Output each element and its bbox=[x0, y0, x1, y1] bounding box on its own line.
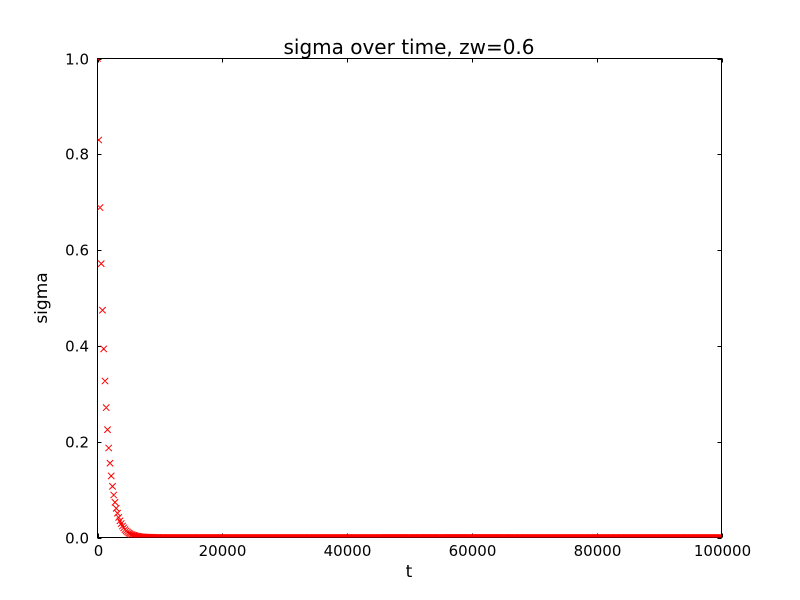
y-tick-label: 0.2 bbox=[65, 434, 89, 452]
x-tick-label: 40000 bbox=[324, 542, 372, 560]
x-tick-label: 0 bbox=[94, 542, 104, 560]
x-tick-label: 60000 bbox=[449, 542, 497, 560]
y-tick-label: 0.6 bbox=[65, 242, 89, 260]
x-axis-label: t bbox=[405, 562, 413, 582]
chart-title: sigma over time, zw=0.6 bbox=[283, 35, 535, 59]
y-tick-label: 1.0 bbox=[65, 51, 89, 69]
y-tick-label: 0.4 bbox=[65, 338, 89, 356]
data-series-sigma bbox=[97, 58, 722, 538]
plot-frame bbox=[97, 58, 722, 538]
y-tick-label: 0.0 bbox=[65, 530, 89, 548]
x-tick-label: 100000 bbox=[694, 542, 751, 560]
y-tick-label: 0.8 bbox=[65, 146, 89, 164]
x-tick-label: 20000 bbox=[199, 542, 247, 560]
x-tick-label: 80000 bbox=[574, 542, 622, 560]
y-axis-label: sigma bbox=[32, 272, 52, 324]
